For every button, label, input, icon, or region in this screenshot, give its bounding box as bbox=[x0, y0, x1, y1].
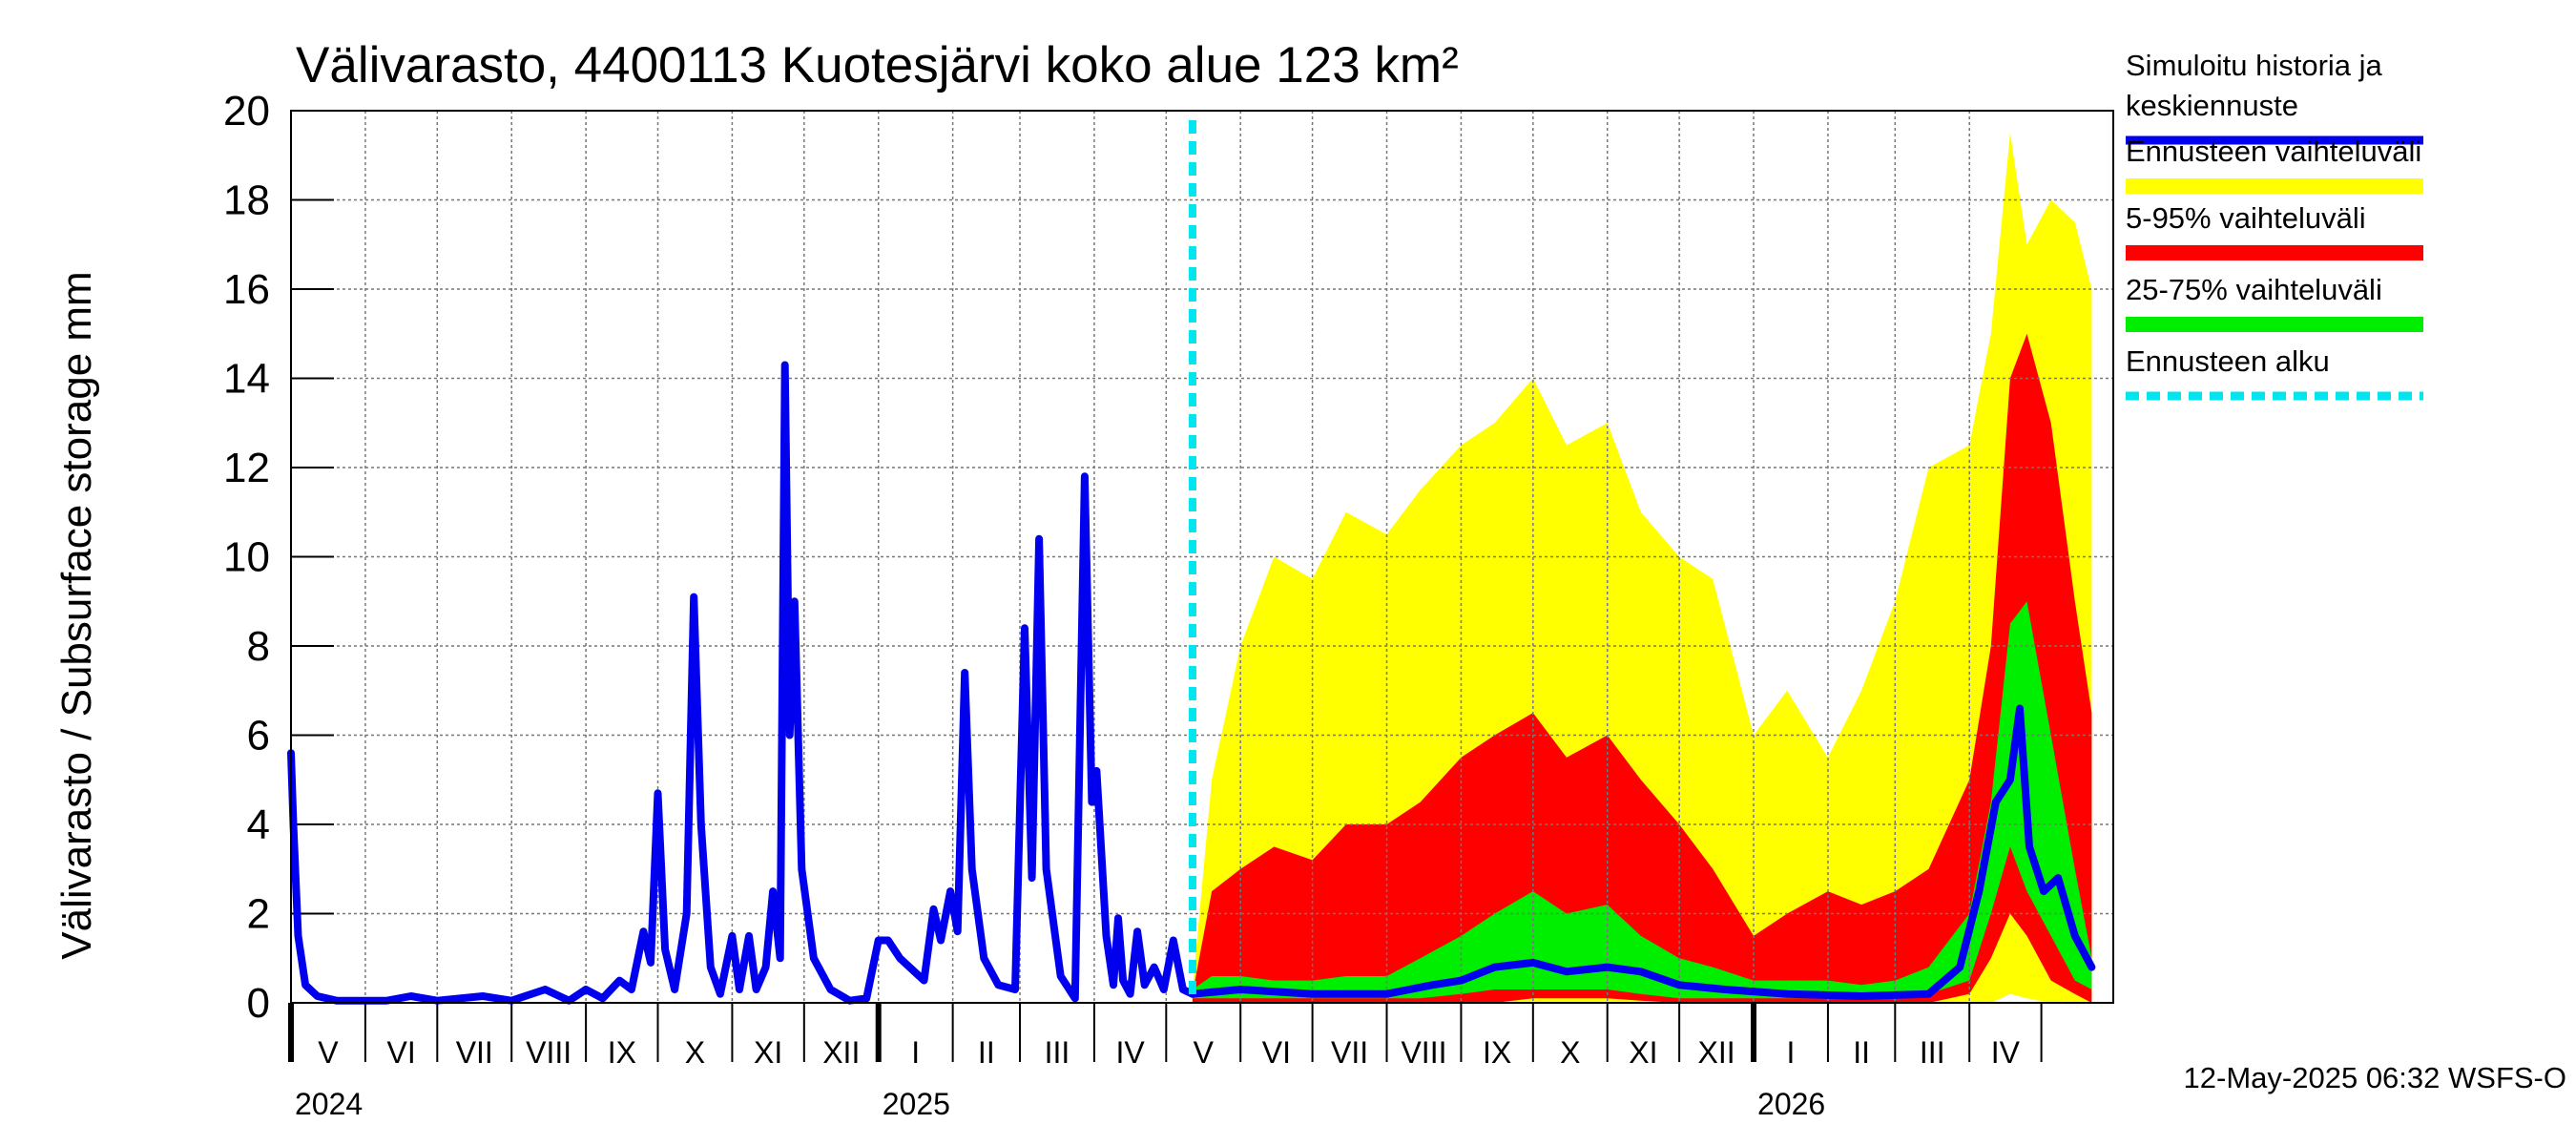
x-month-label: I bbox=[1787, 1035, 1796, 1070]
y-tick-label: 18 bbox=[223, 177, 270, 224]
band-ennusteen-vaihteluvali bbox=[1192, 133, 2092, 1003]
x-month-label: V bbox=[318, 1035, 339, 1070]
x-month-label: III bbox=[1045, 1035, 1070, 1070]
legend-swatch bbox=[2126, 245, 2423, 260]
x-month-label: V bbox=[1194, 1035, 1215, 1070]
x-month-label: I bbox=[911, 1035, 920, 1070]
footer-timestamp: 12-May-2025 06:32 WSFS-O bbox=[2184, 1061, 2566, 1094]
x-month-label: X bbox=[1560, 1035, 1580, 1070]
y-tick-label: 0 bbox=[247, 980, 270, 1027]
chart-title: Välivarasto, 4400113 Kuotesjärvi koko al… bbox=[296, 37, 1459, 94]
x-month-label: IX bbox=[608, 1035, 636, 1070]
x-month-label: VI bbox=[386, 1035, 415, 1070]
legend-label: Ennusteen alku bbox=[2126, 344, 2330, 378]
y-tick-label: 2 bbox=[247, 891, 270, 938]
x-month-label: VII bbox=[1331, 1035, 1368, 1070]
x-month-label: II bbox=[978, 1035, 995, 1070]
forecast-bands bbox=[1192, 133, 2092, 1003]
legend-label: keskiennuste bbox=[2126, 89, 2298, 122]
x-month-label: VIII bbox=[1401, 1035, 1446, 1070]
x-month-label: VII bbox=[456, 1035, 493, 1070]
legend-label: Simuloitu historia ja bbox=[2126, 49, 2383, 82]
x-month-label: XII bbox=[1698, 1035, 1735, 1070]
y-tick-label: 16 bbox=[223, 266, 270, 313]
series-keskiennuste bbox=[1188, 704, 2096, 1000]
y-tick-label: 10 bbox=[223, 534, 270, 581]
x-year-label: 2025 bbox=[883, 1087, 950, 1121]
x-year-label: 2024 bbox=[295, 1087, 363, 1121]
y-axis-label: Välivarasto / Subsurface storage mm bbox=[53, 271, 100, 959]
grid bbox=[291, 111, 2113, 1003]
x-month-label: VI bbox=[1262, 1035, 1291, 1070]
x-month-label: X bbox=[685, 1035, 705, 1070]
x-month-label: IV bbox=[1991, 1035, 2021, 1070]
series-simuloitu-historia bbox=[287, 361, 1196, 1005]
band-5-95 bbox=[1192, 333, 2092, 1003]
x-month-label: VIII bbox=[526, 1035, 571, 1070]
legend-label: 25-75% vaihteluväli bbox=[2126, 273, 2382, 306]
legend-label: Ennusteen vaihteluväli bbox=[2126, 135, 2421, 168]
legend-label: 5-95% vaihteluväli bbox=[2126, 201, 2366, 235]
x-month-label: XI bbox=[1629, 1035, 1657, 1070]
x-year-label: 2026 bbox=[1757, 1087, 1825, 1121]
x-month-label: XII bbox=[822, 1035, 860, 1070]
y-tick-label: 12 bbox=[223, 445, 270, 491]
x-month-label: XI bbox=[754, 1035, 782, 1070]
series-lines bbox=[287, 120, 2096, 1005]
y-tick-label: 4 bbox=[247, 802, 270, 848]
y-tick-label: 20 bbox=[223, 88, 270, 135]
y-tick-label: 8 bbox=[247, 623, 270, 670]
x-month-label: III bbox=[1920, 1035, 1945, 1070]
y-tick-label: 6 bbox=[247, 713, 270, 760]
x-axis: V VI VII VIII IX X XI XII I II III IV V VI VII VIII IX X X… bbox=[288, 1003, 2043, 1121]
y-axis-ticks: 0 2 4 6 8 10 12 14 16 18 20 bbox=[223, 88, 334, 1027]
x-month-label: IX bbox=[1483, 1035, 1511, 1070]
y-tick-label: 14 bbox=[223, 356, 270, 403]
legend: Simuloitu historia ja keskiennuste Ennuste… bbox=[2126, 49, 2423, 401]
x-month-label: IV bbox=[1115, 1035, 1145, 1070]
plot-frame bbox=[290, 110, 2114, 1004]
legend-swatch bbox=[2126, 178, 2423, 194]
x-month-label: II bbox=[1853, 1035, 1870, 1070]
legend-swatch bbox=[2126, 317, 2423, 332]
